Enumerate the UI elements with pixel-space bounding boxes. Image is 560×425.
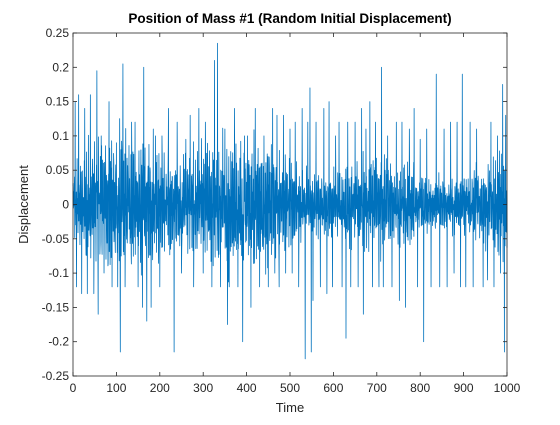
x-tick-label: 600 xyxy=(323,381,343,395)
y-tick-label: -0.2 xyxy=(48,335,69,349)
y-tick-label: -0.25 xyxy=(42,369,70,383)
x-tick-label: 0 xyxy=(70,381,77,395)
x-axis-label: Time xyxy=(276,400,304,415)
y-tick-label: 0.05 xyxy=(46,163,70,177)
x-tick-label: 200 xyxy=(150,381,170,395)
y-tick-label: -0.05 xyxy=(42,232,70,246)
y-tick-label: 0.25 xyxy=(46,26,70,40)
x-tick-label: 1000 xyxy=(494,381,521,395)
x-tick-label: 300 xyxy=(193,381,213,395)
x-tick-label: 900 xyxy=(454,381,474,395)
y-tick-label: 0.1 xyxy=(52,129,69,143)
x-tick-label: 700 xyxy=(367,381,387,395)
y-tick-label: -0.1 xyxy=(48,266,69,280)
y-tick-label: -0.15 xyxy=(42,300,70,314)
y-tick-label: 0.15 xyxy=(46,95,70,109)
x-tick-label: 400 xyxy=(237,381,257,395)
y-axis-label: Displacement xyxy=(16,165,31,244)
axes: 0 100 200 300 400 500 600 700 800 900 1000 -0.25 -0.… xyxy=(42,26,521,395)
series-group xyxy=(72,42,508,360)
x-tick-label: 500 xyxy=(280,381,300,395)
y-tick-label: 0.2 xyxy=(52,60,69,74)
chart-title: Position of Mass #1 (Random Initial Disp… xyxy=(128,11,451,26)
series-line xyxy=(72,42,508,360)
x-tick-label: 100 xyxy=(106,381,126,395)
x-tick-label: 800 xyxy=(410,381,430,395)
y-tick-label: 0 xyxy=(62,198,69,212)
